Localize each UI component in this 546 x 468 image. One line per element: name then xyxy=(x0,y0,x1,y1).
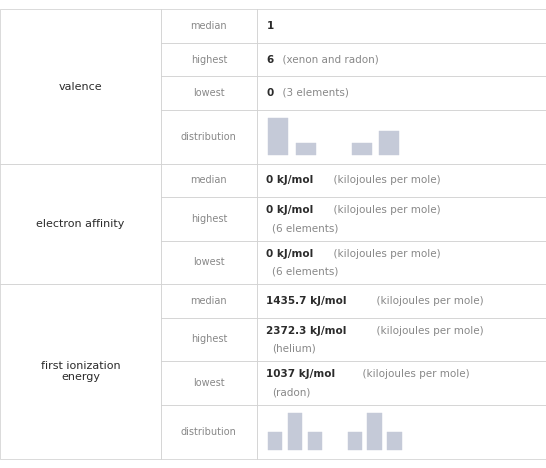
Bar xyxy=(161,361,257,405)
Bar xyxy=(161,241,257,284)
Text: (radon): (radon) xyxy=(272,388,310,397)
Text: (kilojoules per mole): (kilojoules per mole) xyxy=(328,176,441,185)
Bar xyxy=(268,118,288,155)
Text: 0 kJ/mol: 0 kJ/mol xyxy=(266,249,314,259)
Bar xyxy=(352,143,371,155)
Text: 1435.7 kJ/mol: 1435.7 kJ/mol xyxy=(266,296,347,306)
Bar xyxy=(161,197,257,241)
Text: (3 elements): (3 elements) xyxy=(276,88,349,98)
Bar xyxy=(257,197,546,241)
Bar xyxy=(348,431,362,450)
Text: (kilojoules per mole): (kilojoules per mole) xyxy=(370,296,484,306)
Text: lowest: lowest xyxy=(193,257,224,267)
Text: lowest: lowest xyxy=(193,88,224,98)
Text: 1: 1 xyxy=(266,21,274,31)
Bar xyxy=(0,284,161,459)
Text: (xenon and radon): (xenon and radon) xyxy=(276,54,378,65)
Text: valence: valence xyxy=(59,81,102,92)
Text: highest: highest xyxy=(191,214,227,224)
Bar xyxy=(257,43,546,76)
Bar xyxy=(257,9,546,43)
Bar xyxy=(268,431,282,450)
Bar xyxy=(161,318,257,361)
Text: 0 kJ/mol: 0 kJ/mol xyxy=(266,205,314,215)
Bar xyxy=(0,9,161,164)
Bar xyxy=(0,164,161,284)
Text: highest: highest xyxy=(191,54,227,65)
Bar xyxy=(161,76,257,110)
Bar xyxy=(257,318,546,361)
Text: (helium): (helium) xyxy=(272,344,316,354)
Text: (kilojoules per mole): (kilojoules per mole) xyxy=(328,205,441,215)
Bar xyxy=(257,76,546,110)
Text: first ionization
energy: first ionization energy xyxy=(41,361,120,382)
Bar xyxy=(387,431,401,450)
Bar xyxy=(296,143,316,155)
Bar xyxy=(161,164,257,197)
Text: 2372.3 kJ/mol: 2372.3 kJ/mol xyxy=(266,326,347,336)
Text: lowest: lowest xyxy=(193,378,224,388)
Text: (6 elements): (6 elements) xyxy=(272,267,339,277)
Bar xyxy=(161,284,257,318)
Text: distribution: distribution xyxy=(181,427,237,437)
Text: distribution: distribution xyxy=(181,132,237,142)
Text: (kilojoules per mole): (kilojoules per mole) xyxy=(328,249,441,259)
Bar xyxy=(161,43,257,76)
Bar xyxy=(367,413,382,450)
Bar xyxy=(161,110,257,164)
Text: 0 kJ/mol: 0 kJ/mol xyxy=(266,176,314,185)
Bar xyxy=(257,405,546,459)
Text: (6 elements): (6 elements) xyxy=(272,223,339,234)
Text: electron affinity: electron affinity xyxy=(37,219,124,229)
Text: highest: highest xyxy=(191,334,227,344)
Bar xyxy=(257,164,546,197)
Text: 6: 6 xyxy=(266,54,274,65)
Text: median: median xyxy=(191,296,227,306)
Text: 0: 0 xyxy=(266,88,274,98)
Bar xyxy=(379,131,399,155)
Text: median: median xyxy=(191,21,227,31)
Text: 1037 kJ/mol: 1037 kJ/mol xyxy=(266,369,336,379)
Bar xyxy=(288,413,302,450)
Bar xyxy=(257,241,546,284)
Text: (kilojoules per mole): (kilojoules per mole) xyxy=(370,326,484,336)
Bar xyxy=(257,110,546,164)
Bar xyxy=(161,405,257,459)
Bar xyxy=(308,431,322,450)
Text: median: median xyxy=(191,176,227,185)
Bar xyxy=(257,361,546,405)
Bar xyxy=(257,284,546,318)
Bar xyxy=(161,9,257,43)
Text: (kilojoules per mole): (kilojoules per mole) xyxy=(355,369,469,379)
